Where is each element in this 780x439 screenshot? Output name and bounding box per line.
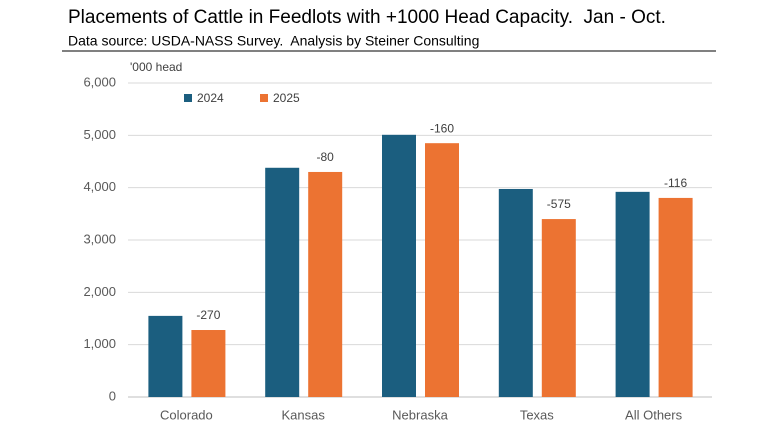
y-tick-label: 0 [109,388,116,403]
annotation: -270 [196,308,220,322]
bar [308,171,343,397]
x-tick-label: Kansas [282,407,326,422]
bar [191,330,226,397]
x-tick-label: Texas [520,407,554,422]
bar [498,188,533,397]
legend-label: 2024 [197,91,224,105]
bar [382,134,416,397]
y-tick-label: 1,000 [83,336,116,351]
x-tick-label: Nebraska [392,407,448,422]
legend-label: 2025 [273,91,300,105]
bar [425,143,459,397]
annotation: -160 [430,121,454,135]
legend-swatch [184,94,192,102]
x-tick-label: All Others [625,407,683,422]
bar [541,219,576,397]
y-axis-label: '000 head [130,60,182,74]
bar [148,315,183,397]
bar [265,167,300,397]
y-tick-label: 6,000 [83,74,116,89]
annotation: -80 [317,150,335,164]
legend-swatch [260,94,268,102]
chart-title: Placements of Cattle in Feedlots with +1… [68,7,666,28]
chart-subtitle: Data source: USDA-NASS Survey. Analysis … [68,33,479,49]
annotation: -575 [547,197,571,211]
y-tick-label: 3,000 [83,231,116,246]
bar [615,191,650,397]
y-tick-label: 2,000 [83,284,116,299]
bar [658,197,693,397]
y-tick-label: 5,000 [83,127,116,142]
x-tick-label: Colorado [160,407,213,422]
annotation: -116 [664,176,687,190]
y-tick-label: 4,000 [83,179,116,194]
